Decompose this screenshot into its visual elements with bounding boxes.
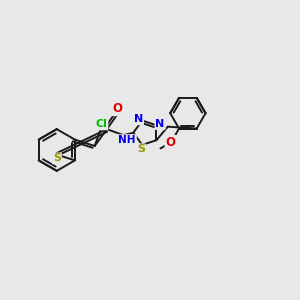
Text: NH: NH <box>118 135 136 145</box>
Text: O: O <box>112 102 122 115</box>
Text: S: S <box>53 153 61 164</box>
Text: O: O <box>166 136 176 149</box>
Text: N: N <box>134 114 143 124</box>
Text: Cl: Cl <box>95 119 107 129</box>
Text: S: S <box>137 144 145 154</box>
Text: N: N <box>155 119 165 129</box>
